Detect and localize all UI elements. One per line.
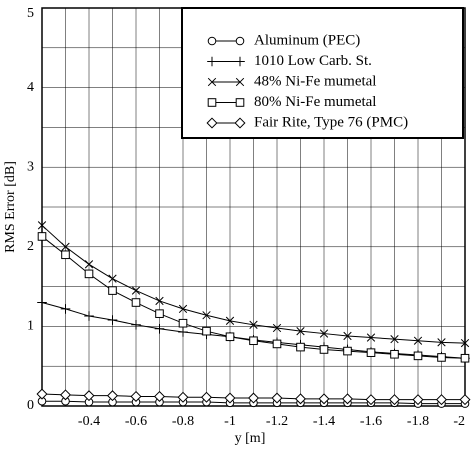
marker xyxy=(343,346,352,356)
marker xyxy=(107,315,118,325)
legend-label: 48% Ni-Fe mumetal xyxy=(254,73,376,89)
x-tick-label: -0.4 xyxy=(78,414,100,429)
marker xyxy=(412,394,424,406)
marker xyxy=(224,392,236,404)
marker xyxy=(366,348,376,357)
y-axis-label: RMS Error [dB] xyxy=(3,161,18,253)
marker xyxy=(249,320,258,329)
marker xyxy=(249,336,258,346)
legend-label: 1010 Low Carb. St. xyxy=(254,53,372,69)
marker xyxy=(272,323,282,333)
marker xyxy=(36,388,48,400)
legend-marker xyxy=(207,56,217,67)
marker xyxy=(108,274,117,283)
marker xyxy=(366,333,376,342)
marker xyxy=(84,269,94,279)
marker xyxy=(202,311,211,320)
marker xyxy=(247,392,260,404)
marker xyxy=(131,320,141,330)
marker xyxy=(61,242,70,251)
marker xyxy=(388,394,401,406)
y-tick-label: 3 xyxy=(27,159,34,174)
y-tick-label: 0 xyxy=(27,398,34,413)
marker xyxy=(106,390,119,402)
legend-marker xyxy=(235,98,245,107)
legend-marker xyxy=(235,56,245,67)
marker xyxy=(271,392,283,404)
marker xyxy=(225,316,235,325)
legend-marker xyxy=(234,117,246,129)
marker xyxy=(343,331,352,341)
marker xyxy=(296,342,305,352)
x-tick-label: -1 xyxy=(224,414,236,429)
legend-marker xyxy=(207,36,217,46)
legend: Aluminum (PEC) 1010 Low Carb. St. 48% Ni-F… xyxy=(181,7,464,139)
marker xyxy=(178,327,188,337)
marker xyxy=(178,318,188,328)
marker xyxy=(154,323,165,334)
legend-marker xyxy=(207,98,217,107)
marker xyxy=(437,353,446,362)
marker xyxy=(390,349,399,359)
marker xyxy=(365,394,377,406)
legend-label: 80% Ni-Fe mumetal xyxy=(254,94,376,110)
y-tick-label: 2 xyxy=(27,239,34,254)
marker xyxy=(296,327,305,336)
marker xyxy=(390,334,399,344)
marker xyxy=(130,390,142,402)
legend-marker xyxy=(235,77,245,87)
x-tick-label: -0.6 xyxy=(125,414,147,429)
marker xyxy=(37,297,47,308)
marker xyxy=(200,391,213,403)
marker xyxy=(155,309,164,318)
marker xyxy=(413,336,423,345)
legend-marker xyxy=(207,77,217,87)
x-axis-label: y [m] xyxy=(235,431,266,446)
marker xyxy=(294,393,307,405)
marker xyxy=(318,393,330,405)
legend-box xyxy=(181,7,464,139)
marker xyxy=(459,394,471,406)
marker xyxy=(37,221,47,230)
marker xyxy=(341,393,354,405)
marker xyxy=(177,391,189,403)
y-tick-label: 1 xyxy=(27,319,34,334)
x-tick-label: -2 xyxy=(453,414,465,429)
x-tick-label: -1.6 xyxy=(360,414,382,429)
marker xyxy=(319,345,329,354)
marker xyxy=(59,389,72,401)
marker xyxy=(153,390,166,402)
marker xyxy=(319,329,329,338)
marker xyxy=(84,260,94,269)
marker xyxy=(60,304,71,314)
marker xyxy=(272,339,282,349)
y-tick-label: 5 xyxy=(27,6,34,21)
legend-label: Fair Rite, Type 76 (PMC) xyxy=(254,114,408,130)
marker xyxy=(131,286,141,295)
marker xyxy=(460,353,470,363)
legend-marker xyxy=(235,36,245,46)
marker xyxy=(413,351,423,361)
marker xyxy=(61,250,70,260)
x-tick-label: -1.8 xyxy=(407,414,429,429)
marker xyxy=(108,286,117,295)
x-tick-label: -0.8 xyxy=(172,414,194,429)
marker xyxy=(202,326,211,336)
marker xyxy=(225,332,235,342)
marker xyxy=(131,298,141,307)
marker xyxy=(437,338,446,347)
x-tick-label: -1.2 xyxy=(266,414,288,429)
marker xyxy=(37,232,47,241)
marker xyxy=(84,311,94,321)
marker xyxy=(460,338,470,348)
legend-marker xyxy=(206,117,218,129)
marker xyxy=(435,394,448,406)
marker xyxy=(155,296,164,306)
marker xyxy=(83,390,95,402)
legend-label: Aluminum (PEC) xyxy=(254,32,360,48)
y-tick-label: 4 xyxy=(27,80,34,95)
x-tick-label: -1.4 xyxy=(313,414,335,429)
marker xyxy=(178,304,188,314)
